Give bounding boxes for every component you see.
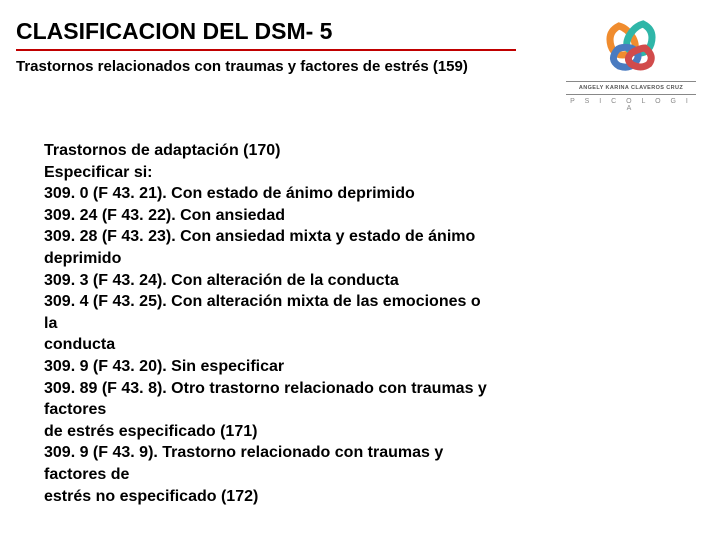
content-line: conducta <box>44 334 520 356</box>
logo-knot-icon <box>599 14 663 72</box>
content-line: 309. 4 (F 43. 25). Con alteración mixta … <box>44 291 520 313</box>
content-line: factores de <box>44 464 520 486</box>
content-heading: Trastornos de adaptación (170) <box>44 140 520 162</box>
logo-divider <box>566 94 696 95</box>
logo-divider <box>566 81 696 82</box>
content-body: Trastornos de adaptación (170) Especific… <box>0 112 520 507</box>
content-line: 309. 24 (F 43. 22). Con ansiedad <box>44 205 520 227</box>
logo-text: ANGELY KARINA CLAVEROS CRUZ P S I C O L … <box>566 78 696 112</box>
slide: CLASIFICACION DEL DSM- 5 Trastornos rela… <box>0 0 720 540</box>
content-line: factores <box>44 399 520 421</box>
content-line: 309. 9 (F 43. 20). Sin especificar <box>44 356 520 378</box>
header-left: CLASIFICACION DEL DSM- 5 Trastornos rela… <box>16 18 516 77</box>
content-line: 309. 3 (F 43. 24). Con alteración de la … <box>44 270 520 292</box>
content-line: 309. 9 (F 43. 9). Trastorno relacionado … <box>44 442 520 464</box>
content-line: 309. 89 (F 43. 8). Otro trastorno relaci… <box>44 378 520 400</box>
logo: ANGELY KARINA CLAVEROS CRUZ P S I C O L … <box>566 14 696 112</box>
content-line: estrés no especificado (172) <box>44 486 520 508</box>
header: CLASIFICACION DEL DSM- 5 Trastornos rela… <box>0 18 720 112</box>
content-line: de estrés especificado (171) <box>44 421 520 443</box>
content-line: 309. 0 (F 43. 21). Con estado de ánimo d… <box>44 183 520 205</box>
content-line: deprimido <box>44 248 520 270</box>
content-line: 309. 28 (F 43. 23). Con ansiedad mixta y… <box>44 226 520 248</box>
page-subtitle: Trastornos relacionados con traumas y fa… <box>16 57 516 77</box>
logo-subtitle: P S I C O L O G I A <box>566 98 696 112</box>
page-title: CLASIFICACION DEL DSM- 5 <box>16 18 516 51</box>
content-spec: Especificar si: <box>44 162 520 184</box>
logo-name: ANGELY KARINA CLAVEROS CRUZ <box>566 85 696 91</box>
content-line: la <box>44 313 520 335</box>
